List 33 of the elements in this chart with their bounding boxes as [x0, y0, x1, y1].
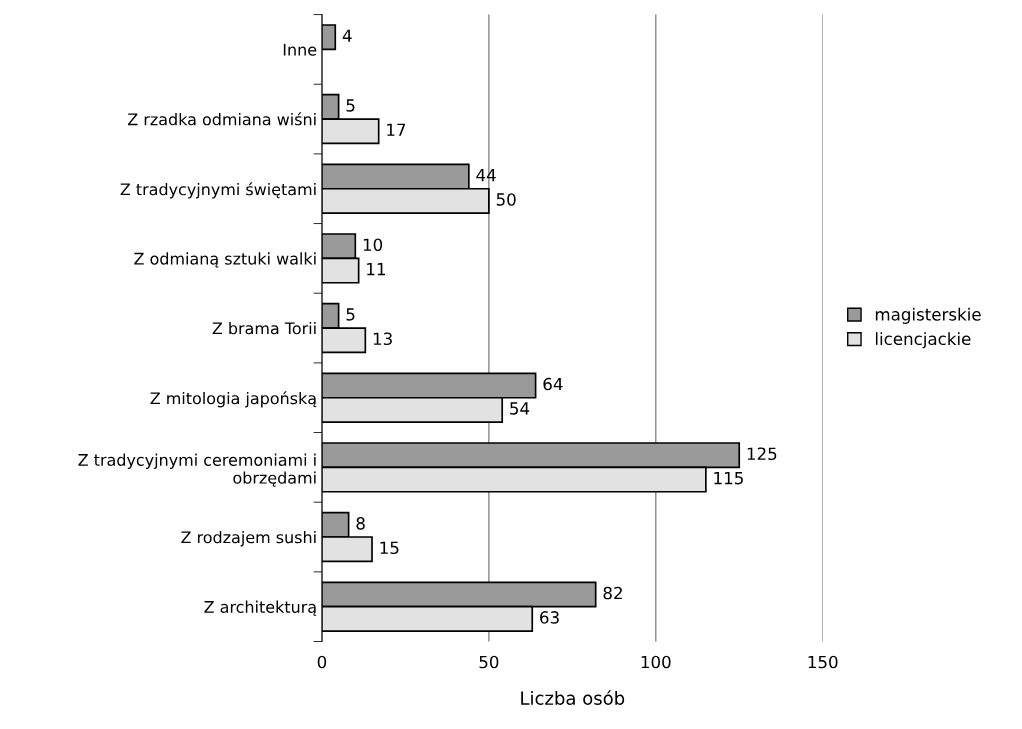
data-label: 82	[603, 586, 622, 600]
data-label: 5	[346, 308, 355, 321]
x-tick-label: 150	[808, 655, 838, 669]
x-tick-label: 50	[479, 655, 499, 669]
data-label: 5	[346, 99, 355, 112]
legend-label: licencjackie	[875, 332, 971, 349]
y-tick-label: Z brama Torii	[212, 321, 316, 335]
x-axis-title: Liczba osób	[521, 690, 625, 705]
y-tick-label: Z odmianą sztuki walki	[134, 252, 316, 268]
x-tick-label: 100	[641, 655, 671, 669]
data-label: 125	[747, 447, 777, 461]
y-tick-label: Z tradycyjnymi ceremoniami i obrzędami	[78, 453, 316, 487]
legend-label: magisterskie	[875, 307, 981, 324]
y-tick-label: Z tradycyjnymi świętami	[120, 182, 316, 199]
data-label: 17	[387, 123, 406, 136]
data-label: 13	[373, 332, 392, 346]
y-tick-label: Z rodzajem sushi	[181, 530, 316, 547]
x-tick-label: 0	[317, 655, 327, 669]
data-label: 8	[356, 517, 365, 530]
y-tick-label: Z mitologia japońską	[150, 391, 317, 408]
data-label: 64	[543, 377, 563, 391]
data-label: 15	[380, 541, 399, 555]
y-tick-label: Z rzadka odmiana wiśni	[128, 112, 316, 126]
data-label: 115	[714, 472, 743, 485]
y-tick-label: Inne	[283, 43, 317, 56]
data-label: 44	[476, 168, 496, 182]
data-label: 63	[540, 611, 559, 624]
data-label: 50	[496, 193, 516, 206]
data-label: 10	[363, 238, 383, 252]
data-label: 54	[510, 402, 530, 415]
data-label: 11	[367, 263, 385, 276]
data-label: 4	[342, 29, 352, 42]
y-tick-label: Z architekturą	[204, 600, 317, 616]
